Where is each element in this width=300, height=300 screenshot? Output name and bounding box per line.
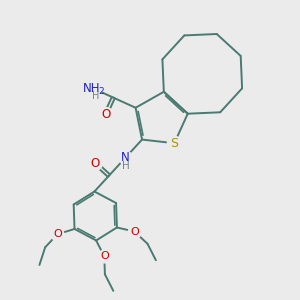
Text: O: O bbox=[101, 108, 110, 121]
Text: O: O bbox=[130, 226, 139, 236]
Text: H: H bbox=[92, 91, 100, 101]
Text: O: O bbox=[100, 251, 109, 261]
Text: S: S bbox=[170, 137, 178, 150]
Text: H: H bbox=[122, 161, 129, 171]
Text: O: O bbox=[91, 157, 100, 170]
Text: O: O bbox=[53, 229, 62, 239]
Text: 2: 2 bbox=[98, 87, 104, 96]
Text: N: N bbox=[121, 151, 130, 164]
Text: NH: NH bbox=[83, 82, 100, 95]
